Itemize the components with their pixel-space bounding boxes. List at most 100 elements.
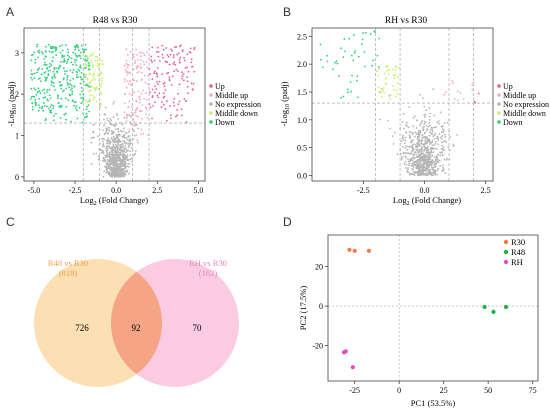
legend-label: No expression bbox=[503, 100, 549, 109]
point-no-expression bbox=[402, 152, 405, 155]
point-no-expression bbox=[412, 171, 415, 173]
point-no-expression bbox=[112, 145, 115, 148]
point-middle-up bbox=[139, 98, 142, 101]
point-down bbox=[80, 102, 83, 105]
point-down bbox=[80, 57, 82, 60]
point-down bbox=[30, 87, 33, 90]
point-down bbox=[54, 50, 57, 52]
point-no-expression bbox=[104, 106, 107, 109]
legend-label: Down bbox=[215, 118, 235, 127]
point-down bbox=[56, 71, 59, 74]
point-down bbox=[80, 97, 82, 99]
point-middle-up bbox=[132, 68, 135, 71]
point-down bbox=[81, 48, 84, 51]
point-up bbox=[185, 121, 188, 123]
point-no-expression bbox=[114, 158, 117, 161]
point-no-expression bbox=[437, 138, 440, 141]
point-down bbox=[69, 69, 71, 72]
point-up bbox=[181, 77, 184, 80]
point-middle-up bbox=[457, 99, 459, 102]
pca-point-r48 bbox=[503, 304, 509, 310]
point-up bbox=[178, 58, 181, 61]
point-no-expression bbox=[417, 145, 419, 148]
point-no-expression bbox=[116, 139, 118, 142]
pca-point-r30 bbox=[352, 248, 357, 253]
point-down bbox=[87, 84, 89, 87]
point-no-expression bbox=[117, 174, 120, 177]
volcano-b-xlabel: Log2 (Fold Change) bbox=[393, 195, 461, 205]
point-no-expression bbox=[423, 114, 426, 116]
point-down bbox=[36, 43, 39, 46]
point-no-expression bbox=[428, 138, 431, 141]
y-tick-label: 1.5 bbox=[297, 88, 307, 97]
point-no-expression bbox=[436, 173, 439, 176]
point-up bbox=[190, 82, 193, 85]
point-up bbox=[169, 105, 171, 107]
point-no-expression bbox=[137, 141, 139, 144]
point-down bbox=[348, 37, 350, 40]
venn-right-set-total: (162) bbox=[199, 268, 218, 278]
point-middle-up bbox=[130, 105, 133, 108]
point-middle-up bbox=[135, 66, 138, 68]
point-down bbox=[59, 104, 62, 107]
point-no-expression bbox=[115, 163, 118, 166]
point-down bbox=[66, 74, 69, 77]
point-no-expression bbox=[133, 134, 136, 137]
point-middle-down bbox=[381, 96, 384, 98]
point-no-expression bbox=[404, 155, 407, 158]
point-middle-up bbox=[142, 52, 145, 54]
point-down bbox=[57, 97, 59, 100]
point-middle-up bbox=[143, 97, 146, 100]
point-middle-down bbox=[388, 73, 390, 76]
point-no-expression bbox=[427, 152, 430, 155]
point-no-expression bbox=[105, 166, 107, 169]
point-down bbox=[82, 96, 84, 99]
point-no-expression bbox=[118, 170, 120, 173]
point-down bbox=[46, 105, 48, 108]
point-down bbox=[57, 102, 60, 105]
point-up bbox=[180, 108, 183, 111]
point-no-expression bbox=[122, 134, 125, 137]
point-down bbox=[58, 81, 61, 84]
point-no-expression bbox=[433, 126, 435, 129]
point-no-expression bbox=[428, 118, 431, 121]
point-up bbox=[153, 91, 156, 94]
point-no-expression bbox=[99, 106, 101, 108]
point-up bbox=[178, 100, 181, 103]
point-no-expression bbox=[400, 158, 403, 161]
point-down bbox=[85, 83, 88, 86]
pca-x-ticks: -25 0 25 50 75 bbox=[349, 381, 537, 395]
point-down bbox=[83, 76, 86, 78]
point-down bbox=[48, 88, 51, 91]
point-down bbox=[85, 112, 88, 115]
venn-overlap-region bbox=[111, 271, 162, 375]
y-tick-label: 1.0 bbox=[297, 116, 307, 125]
point-down bbox=[67, 58, 70, 61]
point-no-expression bbox=[123, 116, 126, 119]
point-no-expression bbox=[120, 165, 123, 167]
point-up bbox=[165, 119, 168, 122]
point-middle-up bbox=[129, 50, 132, 53]
point-down bbox=[336, 62, 339, 65]
point-no-expression bbox=[413, 174, 416, 177]
point-no-expression bbox=[431, 133, 434, 136]
point-down bbox=[48, 50, 51, 53]
point-no-expression bbox=[115, 166, 118, 169]
point-no-expression bbox=[124, 155, 127, 158]
point-no-expression bbox=[422, 129, 425, 132]
point-no-expression bbox=[127, 166, 130, 168]
point-no-expression bbox=[98, 157, 101, 159]
point-middle-down bbox=[383, 72, 386, 75]
point-up bbox=[156, 94, 159, 97]
point-no-expression bbox=[430, 147, 432, 150]
point-no-expression bbox=[111, 169, 114, 171]
point-no-expression bbox=[423, 105, 426, 108]
x-tick-label: 0.0 bbox=[420, 186, 430, 195]
point-no-expression bbox=[408, 146, 411, 148]
point-no-expression bbox=[441, 170, 443, 172]
point-middle-down bbox=[378, 68, 380, 71]
point-no-expression bbox=[108, 171, 111, 174]
point-no-expression bbox=[109, 167, 112, 170]
point-down bbox=[41, 68, 44, 70]
point-up bbox=[177, 103, 180, 105]
